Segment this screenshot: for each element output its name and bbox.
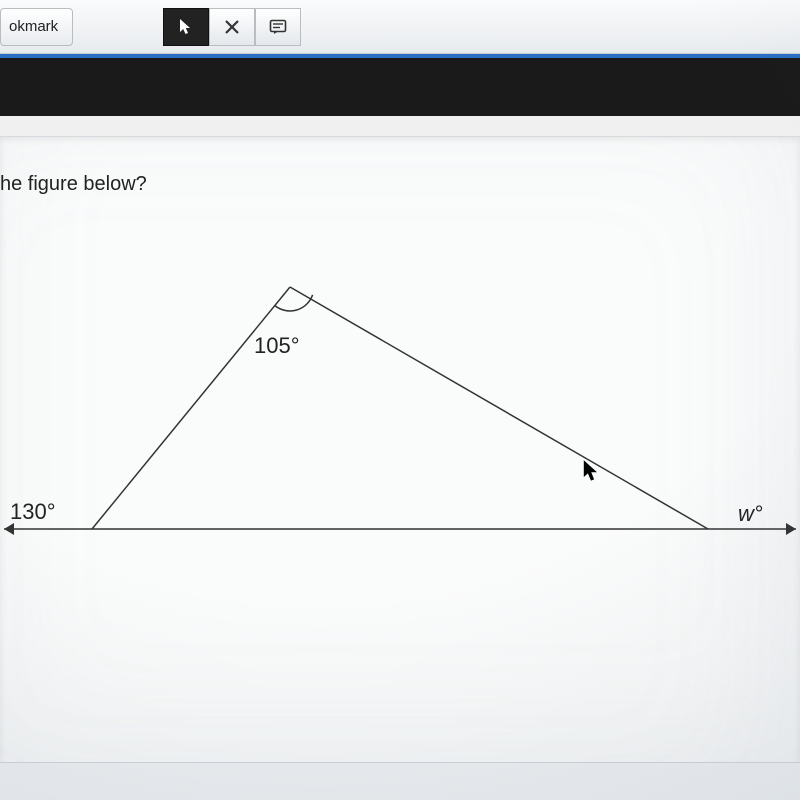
angle-right-var: w°	[738, 501, 763, 526]
angle-left-label: 130°	[10, 499, 56, 525]
monitor-bezel	[0, 54, 800, 116]
browser-toolbar: okmark	[0, 0, 800, 54]
question-text: he figure below?	[0, 173, 147, 196]
bookmark-label: okmark	[9, 18, 58, 35]
close-tool-button[interactable]	[209, 8, 255, 46]
pointer-icon	[179, 18, 193, 36]
footer-bar	[0, 762, 800, 800]
note-icon	[269, 19, 287, 35]
figure-svg	[0, 217, 800, 617]
angle-right-label: w°	[738, 501, 763, 527]
angle-apex-label: 105°	[254, 333, 300, 359]
pointer-tool-button[interactable]	[163, 8, 209, 46]
tool-cluster	[163, 8, 301, 46]
content-area: he figure below? 130° 105° w°	[0, 136, 800, 800]
cursor-icon	[582, 459, 600, 483]
geometry-figure: 130° 105° w°	[0, 217, 800, 617]
close-icon	[224, 19, 240, 35]
note-tool-button[interactable]	[255, 8, 301, 46]
bookmark-button[interactable]: okmark	[0, 8, 73, 46]
